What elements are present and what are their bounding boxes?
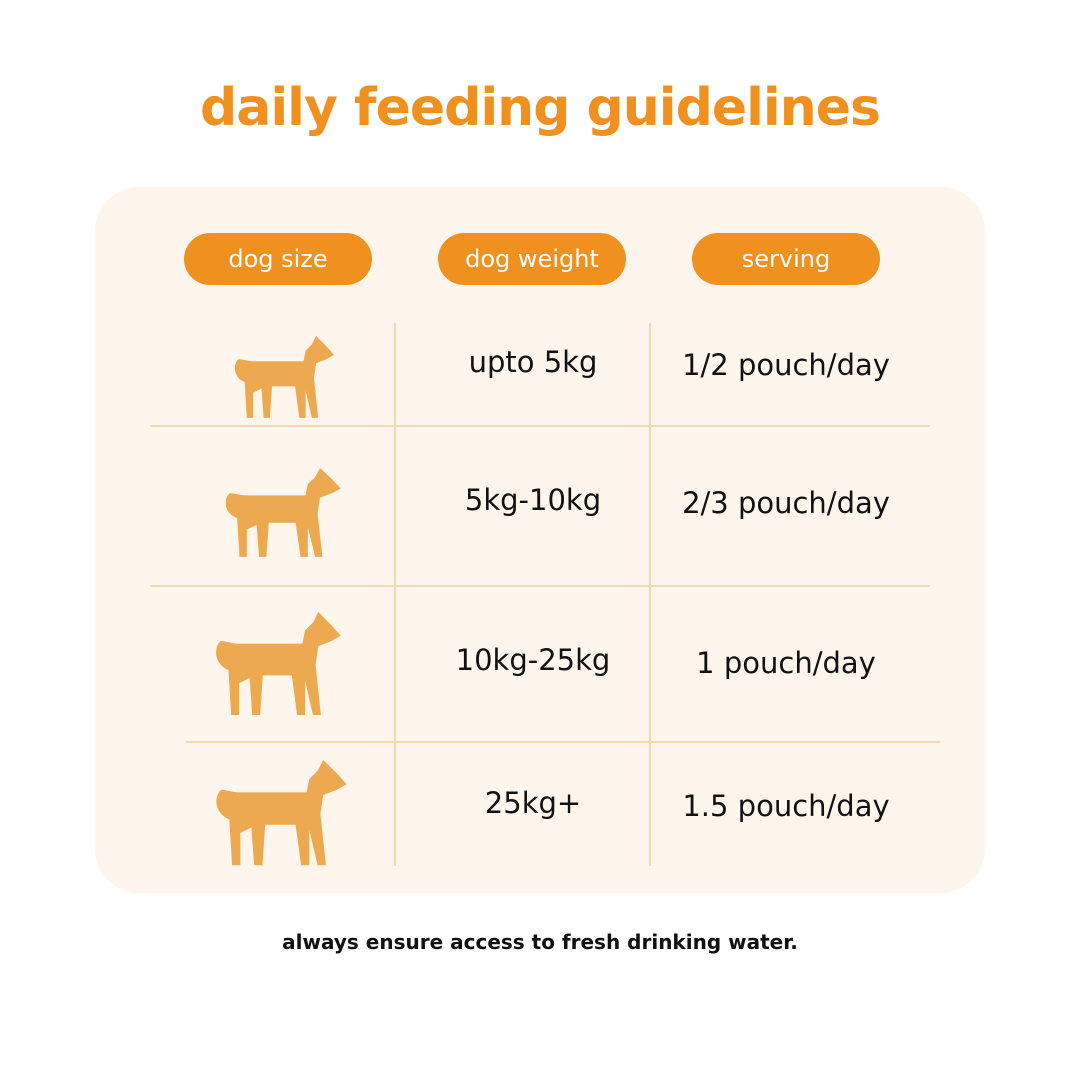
dog-icon-small — [234, 336, 334, 418]
title: daily feeding guidelines — [200, 78, 881, 138]
weight-cell: 5kg-10kg — [464, 483, 602, 517]
column-header: serving — [692, 233, 880, 285]
serving-cell: 1 pouch/day — [696, 646, 876, 680]
footer-note: always ensure access to fresh drinking w… — [282, 930, 798, 954]
serving-cell: 1.5 pouch/day — [682, 789, 890, 823]
dog-icon-large — [216, 612, 341, 715]
weight-cell: upto 5kg — [468, 345, 598, 379]
column-header: dog weight — [438, 233, 626, 285]
column-header: dog size — [184, 233, 372, 285]
weight-cell: 10kg-25kg — [455, 643, 611, 677]
serving-cell: 2/3 pouch/day — [682, 486, 890, 520]
dog-icon-xlarge — [216, 760, 347, 866]
dog-icon-medium — [225, 468, 341, 557]
weight-cell: 25kg+ — [484, 786, 582, 820]
serving-cell: 1/2 pouch/day — [682, 348, 890, 382]
